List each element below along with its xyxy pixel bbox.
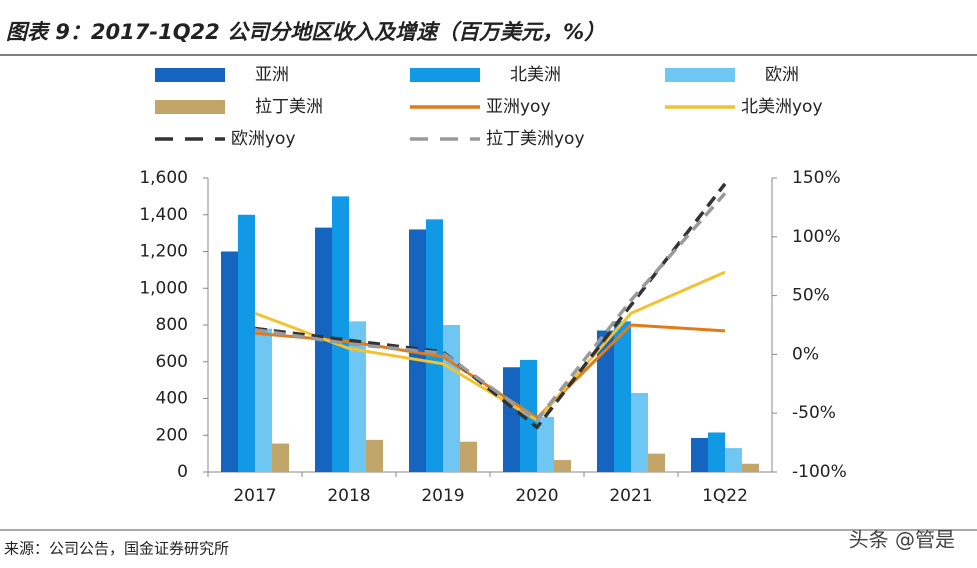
y2-tick-label: 150% bbox=[792, 168, 841, 188]
legend-label: 北美洲yoy bbox=[741, 97, 823, 117]
legend-label: 亚洲yoy bbox=[486, 97, 551, 117]
legend-swatch bbox=[410, 68, 480, 82]
bar bbox=[708, 432, 725, 472]
x-tick-label: 2020 bbox=[515, 486, 558, 506]
y-tick-label: 800 bbox=[156, 315, 188, 335]
legend-swatch bbox=[155, 68, 225, 82]
bar bbox=[332, 196, 349, 472]
y-tick-label: 1,000 bbox=[139, 278, 188, 298]
source: 来源：公司公告，国金证券研究所 bbox=[4, 540, 229, 558]
bar bbox=[554, 460, 571, 472]
y2-tick-label: -100% bbox=[792, 462, 847, 482]
y2-tick-label: 50% bbox=[792, 286, 830, 306]
bar bbox=[725, 448, 742, 472]
y-tick-label: 0 bbox=[177, 462, 188, 482]
bar bbox=[503, 367, 520, 472]
y-tick-label: 1,400 bbox=[139, 205, 188, 225]
bar bbox=[315, 227, 332, 472]
bar bbox=[742, 463, 759, 472]
y-tick-label: 1,600 bbox=[139, 168, 188, 188]
line bbox=[254, 182, 727, 430]
legend-label: 欧洲 bbox=[765, 65, 799, 85]
x-tick-label: 2019 bbox=[421, 486, 464, 506]
y2-tick-label: 100% bbox=[792, 227, 841, 247]
x-tick-label: 1Q22 bbox=[702, 486, 748, 506]
y-tick-label: 200 bbox=[156, 425, 188, 445]
bar bbox=[238, 214, 255, 472]
y2-tick-label: -50% bbox=[792, 403, 836, 423]
bar bbox=[272, 443, 289, 472]
watermark: 头条 @管是 bbox=[849, 528, 955, 552]
bar bbox=[460, 441, 477, 472]
bar bbox=[349, 321, 366, 472]
bar bbox=[443, 325, 460, 472]
x-tick-label: 2018 bbox=[327, 486, 370, 506]
legend-swatch bbox=[155, 100, 225, 114]
bar bbox=[614, 321, 631, 472]
legend-label: 亚洲 bbox=[255, 65, 289, 85]
y-tick-label: 400 bbox=[156, 389, 188, 409]
bar bbox=[648, 453, 665, 472]
y-tick-label: 600 bbox=[156, 352, 188, 372]
bar bbox=[631, 392, 648, 472]
y2-tick-label: 0% bbox=[792, 344, 819, 364]
bar bbox=[597, 330, 614, 472]
legend-label: 拉丁美洲 bbox=[255, 97, 323, 117]
bar bbox=[221, 251, 238, 472]
line bbox=[254, 192, 727, 423]
legend-label: 拉丁美洲yoy bbox=[486, 129, 585, 149]
legend-label: 欧洲yoy bbox=[231, 129, 296, 149]
bar bbox=[426, 219, 443, 472]
bar bbox=[537, 416, 554, 472]
x-tick-label: 2021 bbox=[609, 486, 652, 506]
y-tick-label: 1,200 bbox=[139, 242, 188, 262]
bar bbox=[255, 328, 272, 472]
bar bbox=[366, 439, 383, 472]
bar bbox=[691, 438, 708, 472]
x-tick-label: 2017 bbox=[233, 486, 276, 506]
legend-swatch bbox=[665, 68, 735, 82]
legend-label: 北美洲 bbox=[510, 65, 561, 85]
chart-title: 图表 9：2017-1Q22 公司分地区收入及增速（百万美元，%） bbox=[6, 20, 605, 44]
